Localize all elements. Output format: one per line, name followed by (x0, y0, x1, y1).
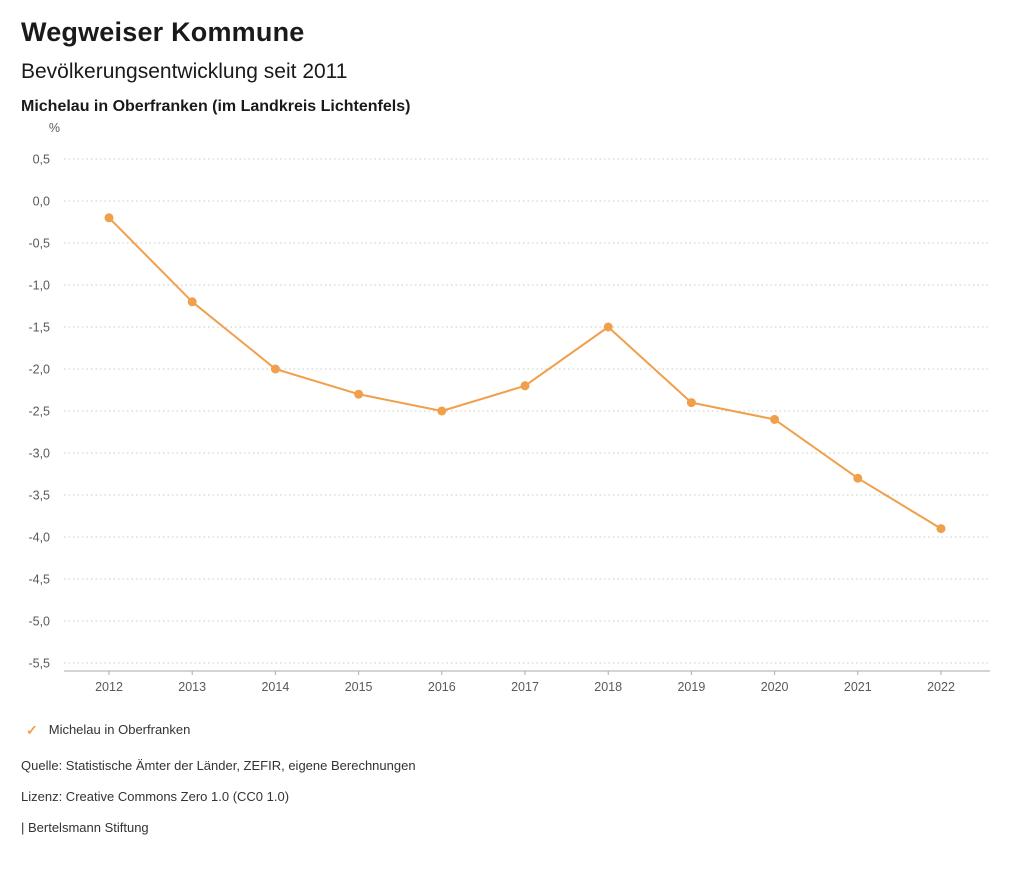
svg-text:-0,5: -0,5 (28, 237, 50, 251)
chart-area: % 0,5 0,0 -0,5 -1,0 -1,5 -2,0 -2,5 -3,0 -3,5 -4,0 -… (0, 119, 1024, 706)
svg-text:2016: 2016 (428, 680, 456, 694)
svg-text:2012: 2012 (95, 680, 123, 694)
svg-text:-4,0: -4,0 (28, 531, 50, 545)
page-title: Wegweiser Kommune (21, 17, 305, 47)
svg-text:2017: 2017 (511, 680, 539, 694)
svg-text:2018: 2018 (594, 680, 622, 694)
chart-title: Bevölkerungsentwicklung seit 2011 (21, 59, 348, 83)
svg-text:2021: 2021 (844, 680, 872, 694)
svg-text:-2,5: -2,5 (28, 405, 50, 419)
source-note: Quelle: Statistische Ämter der Länder, Z… (21, 758, 416, 773)
chart-footer: Quelle: Statistische Ämter der Länder, Z… (0, 759, 1024, 834)
svg-text:-5,5: -5,5 (28, 657, 50, 671)
svg-text:2020: 2020 (761, 680, 789, 694)
population-development-line-chart: % 0,5 0,0 -0,5 -1,0 -1,5 -2,0 -2,5 -3,0 -3,5 -4,0 -… (28, 121, 990, 694)
chart-region-subtitle: Michelau in Oberfranken (im Landkreis Li… (21, 98, 411, 115)
svg-text:0,0: 0,0 (33, 195, 50, 209)
svg-text:%: % (49, 121, 60, 135)
svg-text:-4,5: -4,5 (28, 573, 50, 587)
svg-text:2013: 2013 (178, 680, 206, 694)
svg-text:2019: 2019 (677, 680, 705, 694)
svg-text:-1,0: -1,0 (28, 279, 50, 293)
svg-text:0,5: 0,5 (33, 153, 50, 167)
legend-item-michelau[interactable]: ✓ Michelau in Oberfranken (0, 722, 1024, 737)
svg-text:-3,0: -3,0 (28, 447, 50, 461)
svg-text:-2,0: -2,0 (28, 363, 50, 377)
svg-text:2015: 2015 (345, 680, 373, 694)
publisher-note: | Bertelsmann Stiftung (21, 820, 149, 835)
chart-header: Wegweiser Kommune Bevölkerungsentwicklun… (0, 0, 1024, 117)
svg-text:-1,5: -1,5 (28, 321, 50, 335)
svg-text:-3,5: -3,5 (28, 489, 50, 503)
svg-text:2014: 2014 (261, 680, 289, 694)
svg-text:2022: 2022 (927, 680, 955, 694)
legend-checkmark-icon: ✓ (26, 721, 38, 738)
license-note: Lizenz: Creative Commons Zero 1.0 (CC0 1… (21, 789, 290, 804)
svg-text:-5,0: -5,0 (28, 615, 50, 629)
legend-label: Michelau in Oberfranken (48, 722, 191, 737)
